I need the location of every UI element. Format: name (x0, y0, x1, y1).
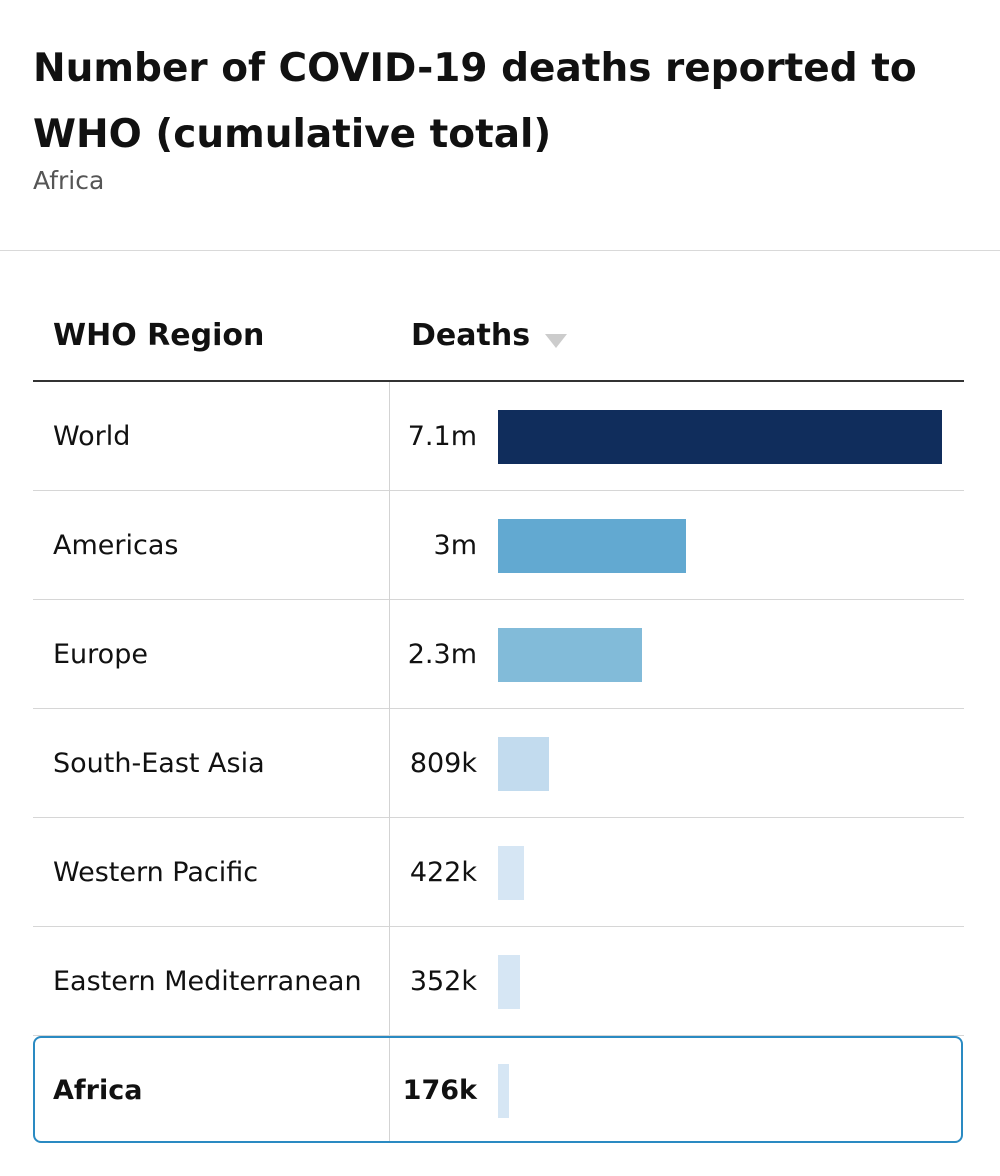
row-divider (33, 926, 964, 927)
table-row[interactable]: Africa 176k (33, 1036, 964, 1145)
row-divider (33, 1035, 964, 1036)
deaths-value-label: 352k (409, 966, 477, 997)
column-header-region[interactable]: WHO Region (53, 318, 265, 353)
deaths-bar (498, 955, 520, 1009)
row-divider (33, 490, 964, 491)
deaths-bar (498, 737, 549, 791)
deaths-value-label: 422k (409, 857, 477, 888)
row-divider (33, 708, 964, 709)
deaths-bar (498, 519, 686, 573)
selected-row-highlight (33, 1036, 963, 1143)
deaths-value-label: 176k (402, 1075, 477, 1106)
row-divider (33, 817, 964, 818)
deaths-value-label: 7.1m (407, 421, 477, 452)
header-rule (33, 380, 964, 382)
region-label: South-East Asia (53, 748, 265, 779)
row-divider (33, 599, 964, 600)
region-label: Africa (53, 1075, 143, 1106)
deaths-bar (498, 846, 524, 900)
deaths-value-label: 809k (409, 748, 477, 779)
header-divider (0, 250, 1000, 251)
deaths-value-label: 2.3m (407, 639, 477, 670)
region-label: Europe (53, 639, 148, 670)
table-row[interactable]: Americas 3m (33, 491, 964, 600)
table-row[interactable]: Western Pacific 422k (33, 818, 964, 927)
region-label: World (53, 421, 131, 452)
region-label: Americas (53, 530, 179, 561)
sort-descending-icon[interactable] (545, 334, 567, 348)
region-label: Eastern Mediterranean (53, 966, 362, 997)
deaths-bar (498, 410, 942, 464)
deaths-value-label: 3m (433, 530, 477, 561)
table-row[interactable]: Eastern Mediterranean 352k (33, 927, 964, 1036)
column-divider (389, 382, 390, 1142)
table-row[interactable]: World 7.1m (33, 382, 964, 491)
column-header-deaths[interactable]: Deaths (411, 318, 531, 353)
region-label: Western Pacific (53, 857, 259, 888)
chart-subtitle: Africa (33, 166, 105, 195)
table-row[interactable]: Europe 2.3m (33, 600, 964, 709)
chart-title: Number of COVID-19 deaths reported to WH… (33, 46, 917, 157)
deaths-bar (498, 628, 642, 682)
table-row[interactable]: South-East Asia 809k (33, 709, 964, 818)
deaths-bar (498, 1064, 509, 1118)
